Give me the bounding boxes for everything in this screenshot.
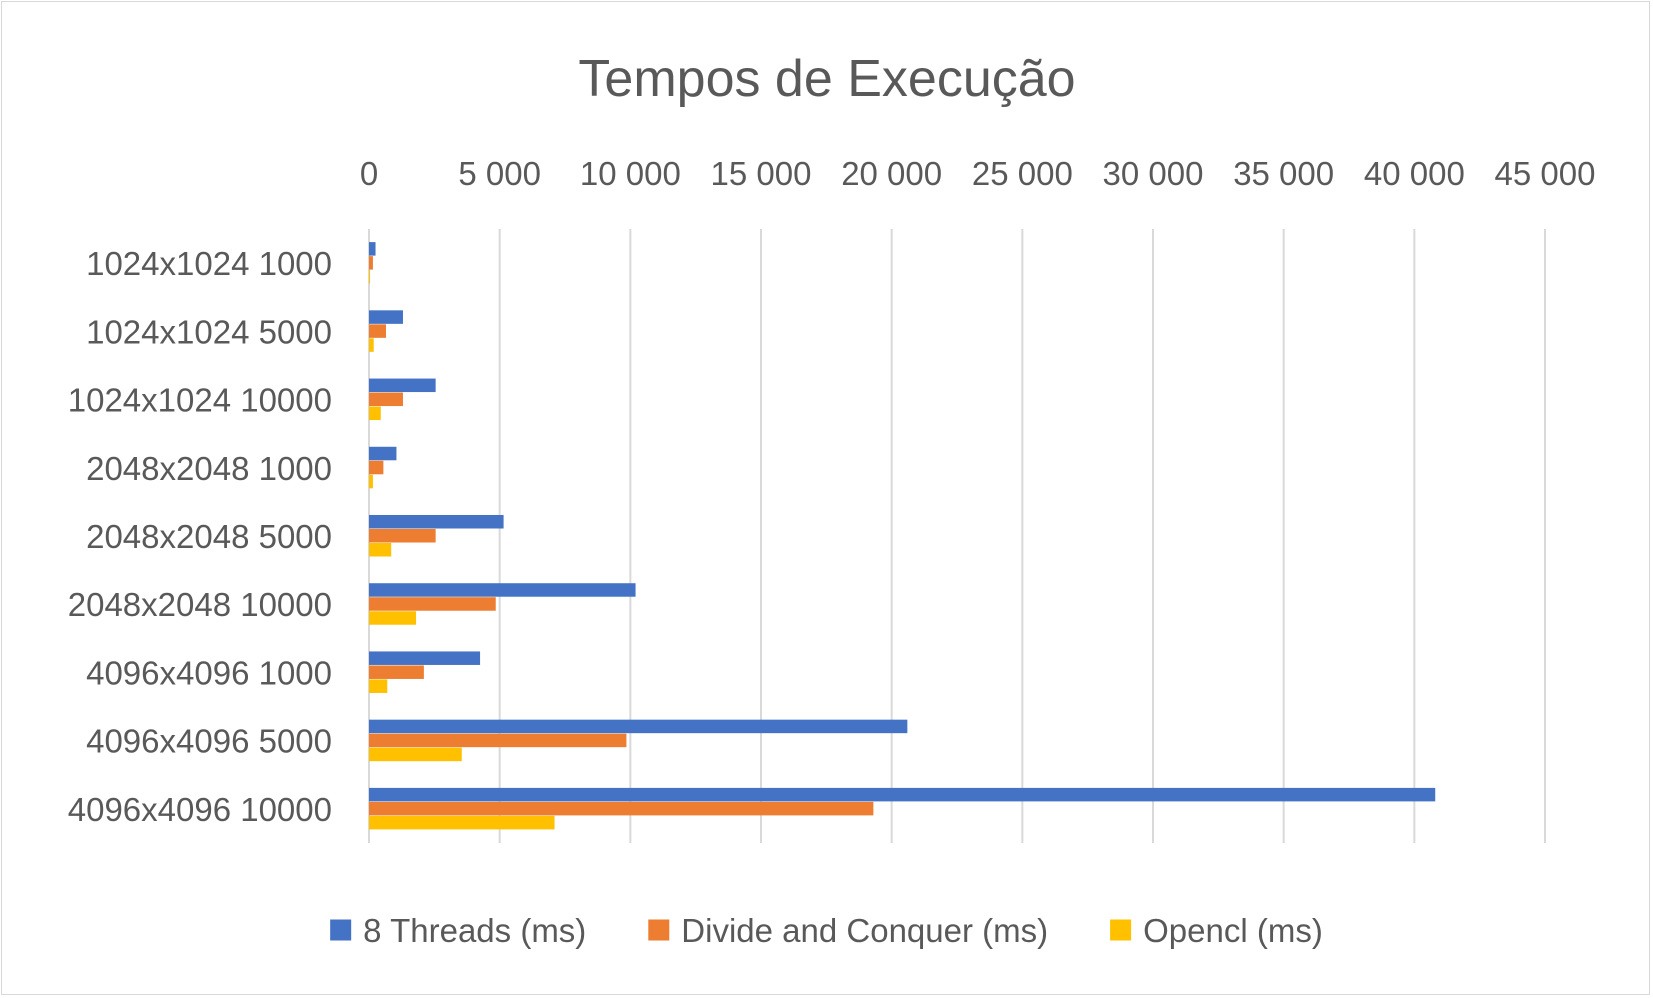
category-label: 1024x1024 5000	[86, 313, 332, 350]
x-tick-label: 0	[360, 155, 378, 192]
category-label: 4096x4096 10000	[68, 791, 332, 828]
category-label: 2048x2048 1000	[86, 450, 332, 487]
bar	[369, 446, 397, 461]
bar	[369, 310, 403, 324]
bar	[369, 270, 371, 284]
bars	[369, 242, 1436, 830]
x-tick-label: 20 000	[841, 155, 942, 192]
gridlines	[368, 229, 1546, 843]
x-tick-label: 30 000	[1103, 155, 1204, 192]
bar	[369, 474, 373, 489]
bar	[369, 597, 496, 611]
legend-swatch	[330, 919, 352, 941]
x-tick-label: 35 000	[1233, 155, 1334, 192]
bar	[369, 719, 908, 734]
legend-swatch	[1110, 919, 1132, 941]
x-tick-label: 10 000	[580, 155, 681, 192]
legend-label: 8 Threads (ms)	[363, 912, 586, 949]
bar	[369, 651, 481, 665]
bar	[369, 406, 381, 421]
bar	[369, 256, 373, 270]
bar	[369, 747, 462, 762]
bar	[369, 611, 417, 625]
bar	[369, 529, 436, 543]
bar	[369, 733, 627, 748]
x-tick-label: 40 000	[1364, 155, 1465, 192]
x-tick-label: 25 000	[972, 155, 1073, 192]
bar	[369, 815, 555, 830]
category-labels: 1024x1024 1000 1024x1024 5000 1024x1024 10…	[68, 245, 332, 828]
bar	[369, 324, 386, 338]
chart-title: Tempos de Execução	[578, 50, 1075, 108]
legend: 8 Threads (ms) Divide and Conquer (ms) Ope…	[330, 912, 1323, 949]
bar	[369, 392, 403, 407]
legend-swatch	[648, 919, 670, 941]
bar	[369, 665, 424, 679]
category-label: 4096x4096 1000	[86, 654, 332, 691]
bar	[369, 460, 384, 475]
bar	[369, 583, 636, 597]
bar	[369, 543, 392, 557]
bar	[369, 787, 1436, 802]
category-label: 2048x2048 10000	[68, 586, 332, 623]
bar	[369, 242, 376, 256]
category-label: 2048x2048 5000	[86, 518, 332, 555]
category-label: 4096x4096 5000	[86, 723, 332, 760]
bar	[369, 515, 504, 529]
category-label: 1024x1024 10000	[68, 382, 332, 419]
x-axis-ticks: 0 5 000 10 000 15 000 20 000 25 000 30 000 35 0…	[360, 155, 1596, 192]
bar	[369, 801, 874, 816]
bar	[369, 378, 436, 393]
category-label: 1024x1024 1000	[86, 245, 332, 282]
bar	[369, 338, 374, 352]
x-tick-label: 5 000	[458, 155, 541, 192]
x-tick-label: 45 000	[1495, 155, 1596, 192]
legend-label: Opencl (ms)	[1143, 912, 1323, 949]
bar	[369, 679, 388, 693]
legend-label: Divide and Conquer (ms)	[681, 912, 1048, 949]
x-tick-label: 15 000	[711, 155, 812, 192]
